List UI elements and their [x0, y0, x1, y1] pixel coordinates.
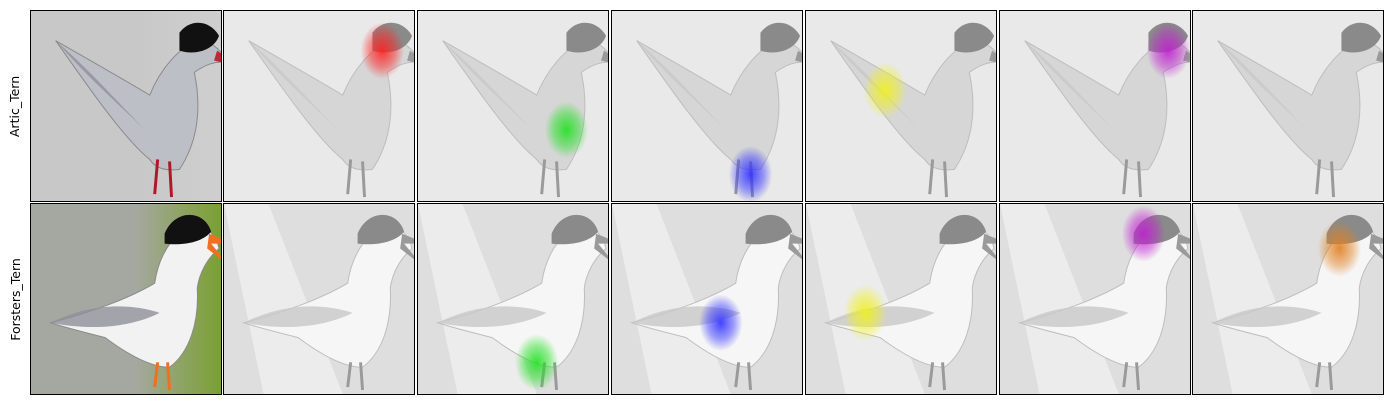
- attention-map: [417, 10, 609, 202]
- attention-map: [223, 10, 415, 202]
- bird-heatmap-illustration: [806, 11, 996, 201]
- bird-heatmap-illustration: [224, 204, 414, 394]
- attention-map: [805, 10, 997, 202]
- bird-heatmap-illustration: [1000, 11, 1190, 201]
- bird-photo-illustration: [31, 204, 221, 394]
- bird-heatmap-illustration: [1193, 11, 1383, 201]
- original-photo: [30, 10, 222, 202]
- bird-heatmap-illustration: [1193, 204, 1383, 394]
- bird-heatmap-illustration: [418, 204, 608, 394]
- row-label: Forsters_Tern: [0, 203, 30, 395]
- attention-map: [1192, 10, 1384, 202]
- attention-map: [417, 203, 609, 395]
- bird-heatmap-illustration: [806, 204, 996, 394]
- attention-map: [611, 203, 803, 395]
- row-label: Artic_Tern: [0, 10, 30, 202]
- attention-map: [805, 203, 997, 395]
- original-photo: [30, 203, 222, 395]
- row-label-text: Forsters_Tern: [7, 257, 23, 341]
- attention-map: [999, 203, 1191, 395]
- row-label-text: Artic_Tern: [7, 75, 23, 137]
- bird-heatmap-illustration: [418, 11, 608, 201]
- bird-heatmap-illustration: [612, 11, 802, 201]
- bird-photo-illustration: [31, 11, 221, 201]
- attention-map: [999, 10, 1191, 202]
- bird-heatmap-illustration: [1000, 204, 1190, 394]
- attention-map: [1192, 203, 1384, 395]
- bird-heatmap-illustration: [224, 11, 414, 201]
- attention-map: [223, 203, 415, 395]
- bird-heatmap-illustration: [612, 204, 802, 394]
- attention-map: [611, 10, 803, 202]
